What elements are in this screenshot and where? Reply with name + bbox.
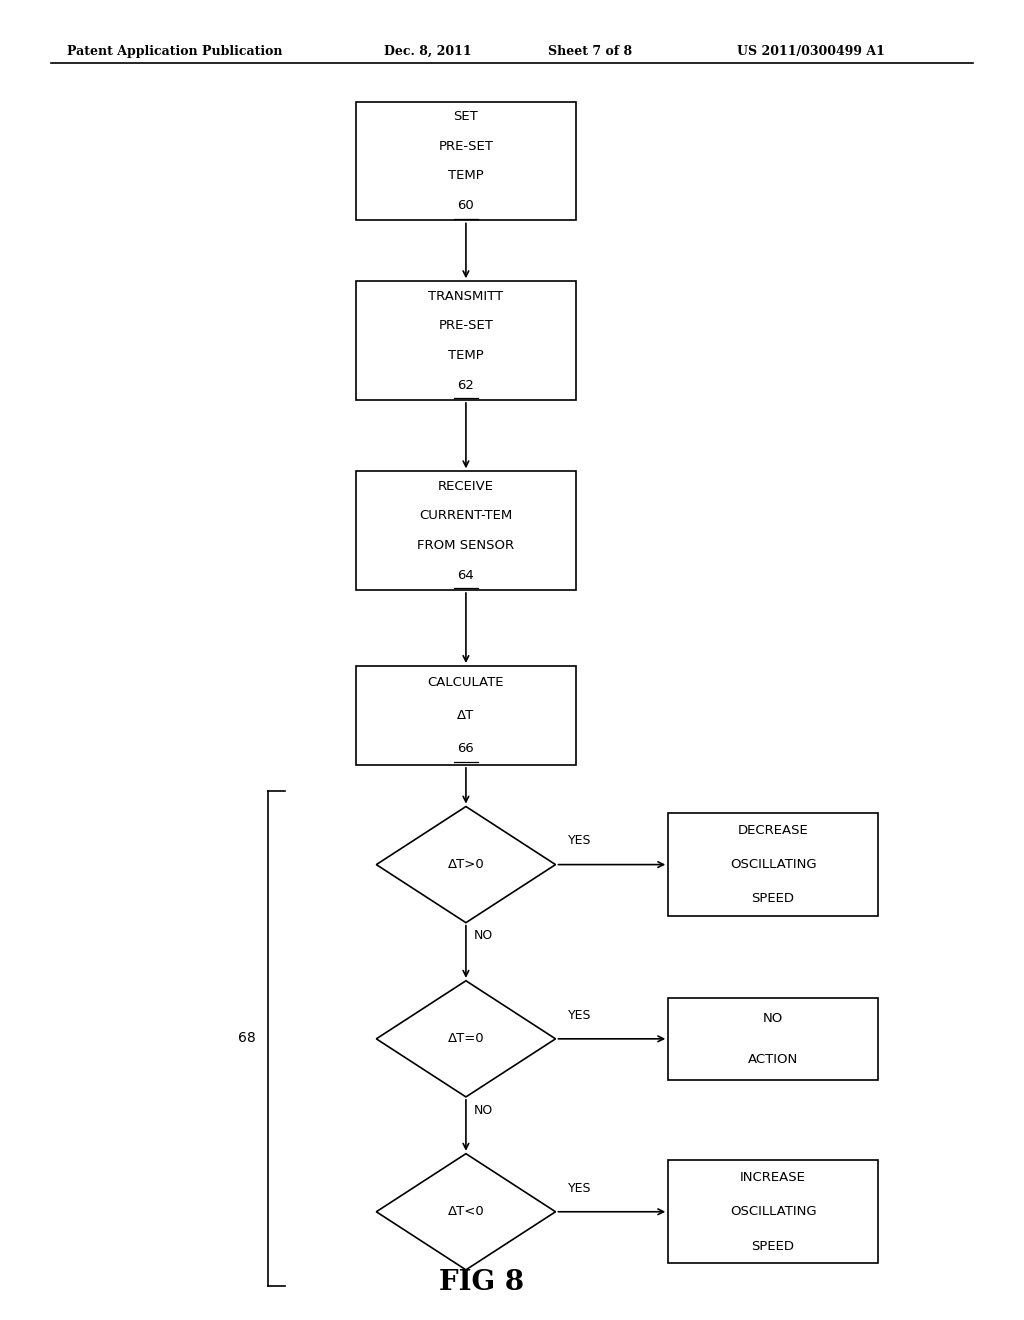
Text: ACTION: ACTION xyxy=(748,1053,799,1065)
Text: OSCILLATING: OSCILLATING xyxy=(730,1205,816,1218)
Polygon shape xyxy=(356,665,575,764)
Text: 64: 64 xyxy=(458,569,474,582)
Text: INCREASE: INCREASE xyxy=(740,1171,806,1184)
Text: TEMP: TEMP xyxy=(449,348,483,362)
Text: 60: 60 xyxy=(458,199,474,213)
Text: ΔT<0: ΔT<0 xyxy=(447,1205,484,1218)
Text: PRE-SET: PRE-SET xyxy=(438,319,494,333)
Polygon shape xyxy=(356,281,575,400)
Text: Patent Application Publication: Patent Application Publication xyxy=(67,45,282,58)
Polygon shape xyxy=(668,813,878,916)
Text: TRANSMITT: TRANSMITT xyxy=(428,289,504,302)
Polygon shape xyxy=(668,998,878,1080)
Text: ΔT: ΔT xyxy=(458,709,474,722)
Text: SPEED: SPEED xyxy=(752,1239,795,1253)
Polygon shape xyxy=(356,471,575,590)
Text: FIG 8: FIG 8 xyxy=(438,1270,524,1296)
Text: YES: YES xyxy=(567,1181,591,1195)
Polygon shape xyxy=(377,1154,555,1270)
Text: 68: 68 xyxy=(239,1031,256,1045)
Text: OSCILLATING: OSCILLATING xyxy=(730,858,816,871)
Text: DECREASE: DECREASE xyxy=(737,824,809,837)
Text: US 2011/0300499 A1: US 2011/0300499 A1 xyxy=(737,45,885,58)
Text: RECEIVE: RECEIVE xyxy=(438,479,494,492)
Polygon shape xyxy=(377,807,555,923)
Polygon shape xyxy=(668,1160,878,1263)
Polygon shape xyxy=(377,981,555,1097)
Text: NO: NO xyxy=(474,929,494,942)
Text: PRE-SET: PRE-SET xyxy=(438,140,494,153)
Text: SPEED: SPEED xyxy=(752,892,795,906)
Text: TEMP: TEMP xyxy=(449,169,483,182)
Polygon shape xyxy=(356,102,575,220)
Text: Sheet 7 of 8: Sheet 7 of 8 xyxy=(548,45,632,58)
Text: ΔT=0: ΔT=0 xyxy=(447,1032,484,1045)
Text: ΔT>0: ΔT>0 xyxy=(447,858,484,871)
Text: SET: SET xyxy=(454,110,478,123)
Text: FROM SENSOR: FROM SENSOR xyxy=(418,539,514,552)
Text: 62: 62 xyxy=(458,379,474,392)
Text: NO: NO xyxy=(474,1104,494,1117)
Text: YES: YES xyxy=(567,834,591,847)
Text: Dec. 8, 2011: Dec. 8, 2011 xyxy=(384,45,472,58)
Text: YES: YES xyxy=(567,1008,591,1022)
Text: CURRENT-TEM: CURRENT-TEM xyxy=(419,510,513,523)
Text: CALCULATE: CALCULATE xyxy=(428,676,504,689)
Text: NO: NO xyxy=(763,1012,783,1024)
Text: 66: 66 xyxy=(458,742,474,755)
